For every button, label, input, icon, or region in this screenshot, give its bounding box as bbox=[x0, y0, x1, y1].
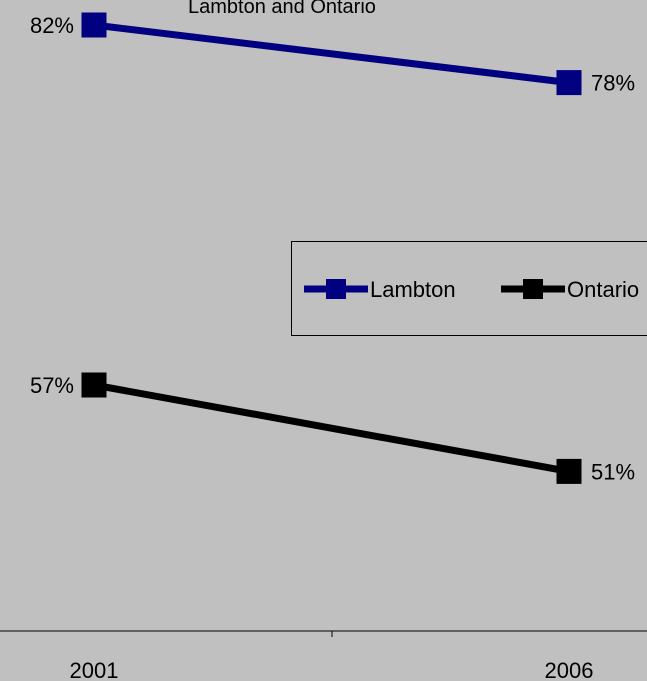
data-point-lambton-2006 bbox=[556, 70, 582, 96]
legend-box bbox=[291, 241, 647, 336]
legend-marker-lambton bbox=[326, 279, 346, 299]
legend-marker-ontario bbox=[523, 279, 543, 299]
data-label-lambton-2006: 78% bbox=[591, 71, 635, 96]
data-label-lambton-2001: 82% bbox=[30, 13, 74, 38]
x-tick-label-2006: 2006 bbox=[545, 658, 594, 681]
data-label-ontario-2006: 51% bbox=[591, 459, 635, 484]
chart-title: Lambton and Ontario bbox=[188, 0, 376, 18]
legend-label-lambton: Lambton bbox=[370, 277, 456, 302]
data-label-ontario-2001: 57% bbox=[30, 373, 74, 398]
data-point-ontario-2006 bbox=[556, 458, 582, 484]
series-line-lambton bbox=[93, 21, 570, 87]
data-point-ontario-2001 bbox=[81, 372, 107, 398]
legend-label-ontario: Ontario bbox=[567, 277, 639, 302]
x-tick-label-2001: 2001 bbox=[70, 658, 119, 681]
series-line-ontario bbox=[93, 381, 570, 475]
data-point-lambton-2001 bbox=[81, 12, 107, 38]
